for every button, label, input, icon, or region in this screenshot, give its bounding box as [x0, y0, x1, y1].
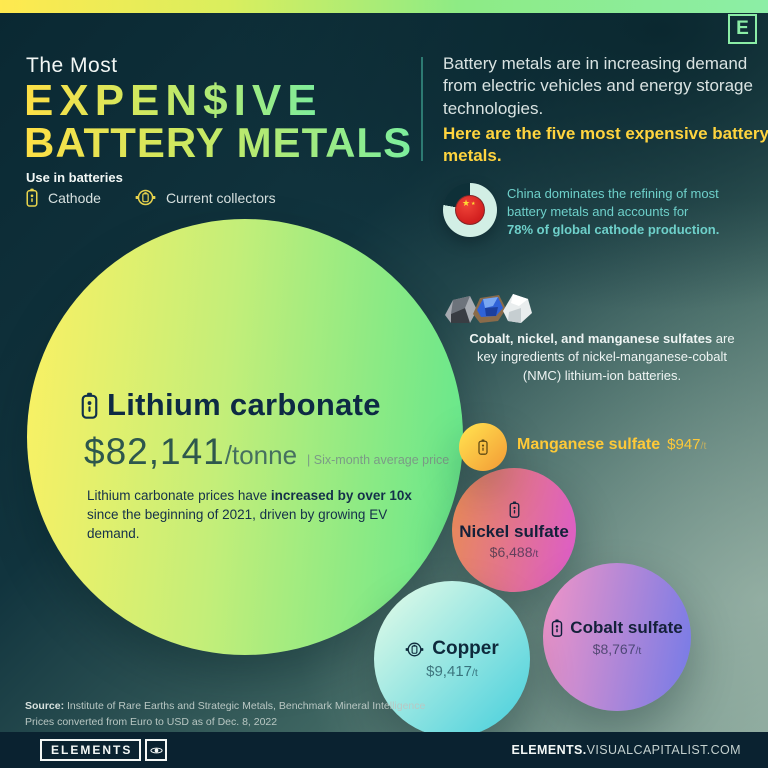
minerals-caption-line3: (NMC) lithium-ion batteries.: [522, 367, 682, 383]
copper-price: $9,417/t: [426, 663, 478, 680]
elements-wordmark: ELEMENTS: [40, 739, 142, 761]
page-title-line2: BATTERY METALS: [24, 119, 413, 166]
intro-highlight: Here are the five most expensive battery…: [443, 124, 768, 166]
source-line2: Prices converted from Euro to USD as of …: [25, 715, 278, 728]
legend-collectors-label: Current collectors: [165, 189, 276, 206]
source-note: Source: Institute of Rare Earths and Str…: [25, 699, 425, 731]
page-title-line1: EXPEN$IVE: [24, 76, 323, 125]
china-fact-text: China dominates the refining of most bat…: [507, 185, 768, 239]
bubble-manganese-sulfate: [459, 423, 507, 471]
current-collectors-icon: [405, 641, 424, 658]
minerals-caption: Cobalt, nickel, and manganese sulfates a…: [436, 330, 768, 385]
cathode-battery-icon: [26, 188, 38, 207]
lithium-price-unit: /tonne: [224, 440, 298, 470]
bubble-cobalt-sulfate: Cobalt sulfate $8,767/t: [543, 563, 691, 711]
footer-url[interactable]: ELEMENTS.VISUALCAPITALIST.COM: [511, 743, 741, 757]
china-flag-icon: ★ ★: [455, 195, 485, 225]
legend-title: Use in batteries: [26, 170, 123, 185]
bubble-nickel-sulfate: Nickel sulfate $6,488/t: [452, 468, 576, 592]
lithium-price-row: $82,141 /tonne | Six-month average price: [84, 431, 449, 473]
e-logo-letter: E: [736, 18, 749, 39]
source-line1: Source: Institute of Rare Earths and Str…: [25, 700, 426, 712]
lithium-title-row: Lithium carbonate: [81, 387, 381, 423]
minerals-caption-line2: key ingredients of nickel-manganese-coba…: [476, 349, 728, 365]
elements-e-logo: E: [728, 14, 757, 44]
nickel-name: Nickel sulfate: [459, 521, 569, 541]
china-fact-bold: 78% of global cathode production.: [507, 221, 720, 237]
legend-cathode-label: Cathode: [48, 189, 101, 206]
lithium-desc-pre: Lithium carbonate prices have: [87, 488, 271, 503]
lithium-price: $82,141: [84, 431, 225, 472]
cobalt-title-row: Cobalt sulfate: [551, 617, 683, 638]
header-divider: [421, 57, 423, 161]
cathode-battery-icon: [509, 501, 520, 518]
mineral-samples-image: [445, 294, 532, 323]
minerals-caption-bold: Cobalt, nickel, and manganese sulfates: [469, 331, 713, 346]
bubble-lithium-carbonate: Lithium carbonate $82,141 /tonne | Six-m…: [27, 219, 463, 655]
manganese-price-unit: /t: [700, 440, 707, 452]
china-fact-line1: China dominates the refining of most: [507, 186, 719, 201]
minerals-caption-after: are: [712, 331, 735, 346]
atom-icon: [150, 747, 163, 753]
lithium-description: Lithium carbonate prices have increased …: [87, 486, 443, 543]
bubble-copper: Copper $9,417/t: [374, 581, 530, 737]
lithium-name: Lithium carbonate: [107, 387, 381, 422]
manganese-name: Manganese sulfate: [517, 436, 661, 453]
china-fact-line2: battery metals and accounts for: [507, 203, 689, 219]
manganese-label: Manganese sulfate $947 /t: [517, 436, 706, 454]
elements-mark-icon: [145, 739, 168, 761]
cathode-battery-icon: [478, 439, 488, 455]
top-accent-bar: [0, 0, 768, 13]
cathode-battery-icon: [81, 392, 98, 419]
cobalt-name: Cobalt sulfate: [570, 617, 683, 637]
china-share-donut-chart: ★ ★: [443, 183, 497, 237]
cobalt-price: $8,767/t: [592, 640, 642, 657]
lithium-desc-bold: increased by over 10x: [270, 488, 412, 503]
cathode-battery-icon: [551, 619, 563, 637]
manganese-price: $947: [667, 436, 701, 453]
copper-name: Copper: [432, 638, 499, 659]
lithium-desc-post: since the beginning of 2021, driven by g…: [87, 507, 388, 542]
elements-footer-logo: ELEMENTS: [40, 739, 168, 761]
current-collectors-icon: [135, 188, 156, 207]
copper-title-row: Copper: [405, 638, 499, 660]
nickel-price: $6,488/t: [489, 543, 539, 560]
footer-bar: ELEMENTS ELEMENTS.VISUALCAPITALIST.COM: [0, 732, 768, 768]
lithium-price-note: | Six-month average price: [307, 453, 450, 467]
title-eyebrow: The Most: [26, 54, 118, 77]
legend: Cathode Current collectors: [26, 188, 276, 207]
intro-paragraph: Battery metals are in increasing demand …: [443, 54, 753, 118]
